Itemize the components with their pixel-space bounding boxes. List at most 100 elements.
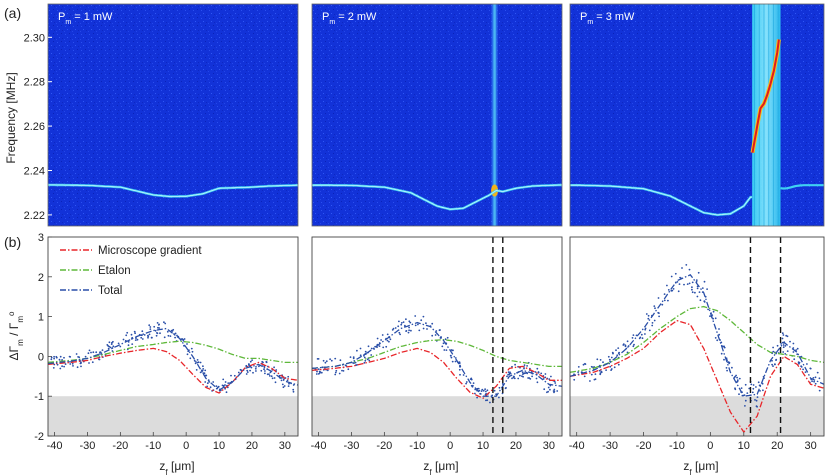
- data-point: [714, 317, 717, 320]
- data-point: [738, 377, 741, 380]
- data-point: [68, 355, 71, 358]
- data-point: [282, 386, 285, 389]
- data-point: [782, 344, 785, 346]
- data-point: [326, 369, 329, 372]
- data-point: [707, 308, 709, 311]
- data-point: [554, 382, 557, 384]
- data-point: [553, 388, 556, 391]
- data-point: [347, 368, 350, 371]
- data-point: [274, 381, 277, 384]
- data-point: [252, 371, 254, 374]
- data-point: [498, 386, 501, 389]
- data-point: [408, 320, 411, 323]
- data-point: [140, 336, 143, 339]
- data-point: [230, 374, 232, 377]
- data-point: [224, 384, 226, 386]
- data-point: [772, 346, 774, 349]
- data-point: [225, 391, 228, 394]
- data-point: [772, 365, 774, 367]
- data-point: [547, 390, 549, 393]
- data-point: [781, 337, 784, 340]
- data-point: [698, 291, 701, 293]
- data-point: [280, 379, 283, 382]
- data-point: [281, 383, 284, 386]
- data-point: [316, 370, 318, 373]
- data-point: [368, 359, 371, 362]
- data-point: [522, 375, 524, 378]
- heatmap-panel-2: Pm = 2 mW: [311, 3, 563, 227]
- data-point: [149, 326, 152, 328]
- data-point: [335, 369, 338, 372]
- data-point: [248, 363, 250, 366]
- data-point: [112, 340, 114, 343]
- data-point: [222, 384, 225, 387]
- data-point: [552, 390, 555, 392]
- data-point: [258, 365, 260, 368]
- data-point: [697, 271, 700, 274]
- data-point: [691, 288, 693, 291]
- data-point: [789, 340, 791, 343]
- data-point: [679, 276, 681, 279]
- data-point: [356, 349, 358, 352]
- data-point: [154, 329, 157, 332]
- svg-text:ΔΓm / Γmo: ΔΓm / Γmo: [7, 311, 25, 361]
- data-point: [262, 361, 264, 364]
- data-point: [543, 388, 546, 391]
- data-point: [450, 356, 453, 359]
- data-point: [163, 336, 166, 339]
- data-point: [663, 293, 666, 295]
- data-point: [670, 275, 673, 278]
- data-point: [800, 365, 802, 368]
- data-point: [176, 334, 178, 337]
- line-y-axis-label: ΔΓm / Γmo: [7, 311, 25, 361]
- data-point: [386, 333, 389, 336]
- data-point: [738, 393, 740, 396]
- data-point: [204, 381, 207, 383]
- data-point: [133, 330, 136, 333]
- heatmap-y-axis-label: Frequency [MHz]: [4, 72, 18, 163]
- data-point: [196, 359, 199, 361]
- data-point: [746, 392, 749, 394]
- data-point: [481, 388, 484, 391]
- data-point: [141, 330, 144, 333]
- data-point: [52, 367, 55, 369]
- data-point: [756, 396, 759, 398]
- heatmap-frame: [311, 3, 563, 227]
- data-point: [474, 392, 476, 395]
- data-point: [352, 357, 355, 360]
- data-point: [792, 351, 795, 353]
- data-point: [590, 373, 593, 376]
- plot-frame: [569, 236, 825, 437]
- data-point: [750, 383, 753, 386]
- data-point: [445, 349, 448, 351]
- data-point: [654, 307, 656, 310]
- data-point: [59, 355, 62, 358]
- data-point: [78, 356, 81, 359]
- data-point: [696, 295, 699, 298]
- data-point: [131, 343, 134, 345]
- data-point: [544, 376, 547, 379]
- data-point: [726, 369, 728, 372]
- data-point: [172, 328, 175, 331]
- data-point: [397, 325, 400, 328]
- heatmap-panels: Pm = 1 mW Pm = 2 mW Pm = 3 mW 2.30 2.28 2.26 2…: [24, 3, 825, 227]
- data-point: [786, 350, 789, 352]
- data-point: [273, 366, 275, 369]
- data-point: [224, 381, 227, 383]
- data-point: [88, 362, 90, 364]
- total-series: [311, 321, 563, 397]
- data-point: [101, 349, 104, 351]
- data-point: [631, 337, 634, 339]
- data-point: [215, 385, 218, 387]
- data-point: [599, 372, 602, 375]
- data-point: [781, 332, 784, 335]
- data-point: [156, 332, 159, 335]
- data-point: [584, 363, 587, 365]
- data-point: [451, 360, 454, 363]
- data-point: [92, 351, 95, 354]
- data-point: [816, 371, 819, 374]
- data-point: [263, 368, 265, 371]
- data-point: [50, 358, 53, 361]
- data-point: [523, 372, 526, 375]
- data-point: [405, 330, 407, 332]
